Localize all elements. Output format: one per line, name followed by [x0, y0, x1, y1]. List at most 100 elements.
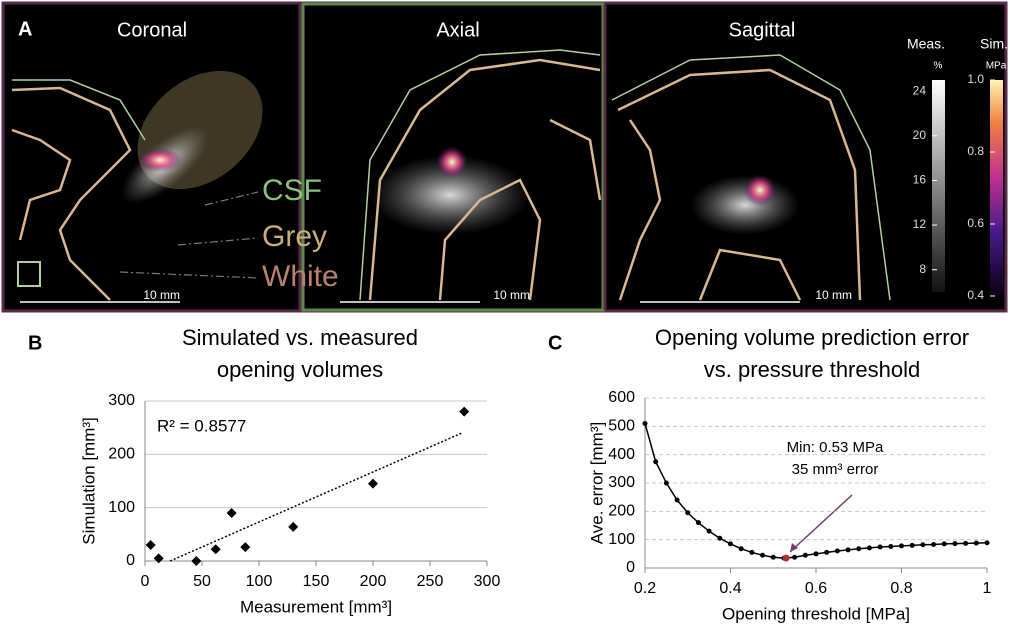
line-point: [770, 554, 776, 560]
line-point: [706, 528, 712, 534]
scale-bar-label: 10 mm: [493, 288, 530, 302]
line-point: [920, 542, 926, 548]
line-point: [856, 546, 862, 552]
line-point: [941, 541, 947, 547]
line-point: [717, 535, 723, 541]
x-tick-label: 300: [474, 573, 501, 590]
x-tick-label: 200: [360, 573, 387, 590]
scatter-point: [288, 521, 299, 532]
tissue-label: CSF: [262, 174, 322, 207]
annotation-arrow: [789, 494, 853, 553]
line-point: [834, 548, 840, 554]
line-point: [899, 543, 904, 549]
colorbar-tick-label: 12: [913, 217, 927, 231]
colorbar-tick-label: 8: [919, 262, 926, 276]
min-point: [782, 554, 790, 562]
scale-bar-label: 10 mm: [143, 288, 180, 302]
line-point: [824, 549, 830, 555]
y-tick-label: 200: [608, 503, 635, 520]
y-tick-label: 100: [608, 531, 635, 548]
x-tick-label: 150: [303, 573, 330, 590]
x-tick-label: 0.8: [890, 580, 912, 597]
line-point: [963, 540, 969, 546]
colorbar-tick-label: 16: [913, 173, 927, 187]
x-tick-label: 250: [417, 573, 444, 590]
chart-title: vs. pressure threshold: [704, 357, 920, 382]
panel-label: A: [18, 18, 32, 40]
line-point: [728, 541, 733, 547]
colorbar-unit: %: [934, 61, 943, 72]
annotation: R² = 0.8577: [157, 416, 246, 435]
line-point: [866, 545, 872, 551]
colorbar-tick-label: 0.8: [967, 144, 984, 158]
axial-image: [359, 49, 602, 301]
colorbar-unit: MPa: [986, 61, 1007, 72]
view-label: Coronal: [117, 19, 187, 41]
x-tick-label: 0: [141, 573, 150, 590]
colorbar-tick-label: 20: [913, 128, 927, 142]
colorbar-title: Meas.: [907, 36, 945, 52]
tissue-leaders: [119, 191, 259, 279]
scatter-point: [145, 540, 156, 550]
line-point: [653, 459, 659, 465]
line-point: [663, 480, 669, 486]
x-tick-label: 1: [983, 580, 992, 597]
colorbar: [932, 80, 945, 292]
x-axis-label: Measurement [mm³]: [240, 597, 392, 616]
colorbar-tick-label: 1.0: [967, 72, 984, 86]
line-point: [760, 552, 766, 558]
line-point: [952, 541, 958, 547]
scatter-point: [191, 556, 202, 566]
trendline: [169, 432, 463, 562]
line-point: [792, 554, 798, 560]
y-tick-label: 300: [108, 392, 135, 409]
line-point: [888, 543, 894, 549]
y-axis-label: Simulation [mm³]: [79, 417, 98, 545]
line-point: [685, 510, 691, 516]
scale-bar-label: 10 mm: [815, 288, 852, 302]
line-point: [674, 497, 680, 503]
chart-title: Simulated vs. measured: [182, 325, 418, 350]
x-axis-label: Opening threshold [MPa]: [722, 604, 910, 623]
y-axis-label: Ave. error [mm³]: [587, 422, 606, 544]
view-label: Axial: [436, 19, 479, 41]
scatter-point: [240, 542, 251, 553]
colorbar: [990, 80, 1003, 296]
x-tick-label: 0.4: [719, 580, 741, 597]
coronal-image: [11, 70, 263, 301]
chart-title: Opening volume prediction error: [655, 325, 969, 350]
y-tick-label: 100: [108, 499, 135, 516]
line-point: [973, 540, 979, 546]
y-tick-label: 200: [108, 446, 135, 463]
scatter-point: [368, 478, 378, 489]
line-point: [984, 540, 990, 546]
chart-title: opening volumes: [217, 357, 383, 382]
colorbar-title: Sim.: [980, 36, 1008, 52]
y-tick-label: 400: [608, 446, 635, 463]
colorbar-tick-label: 0.6: [967, 216, 984, 230]
annotation: Min: 0.53 MPa: [787, 439, 884, 456]
tissue-label: White: [262, 260, 339, 293]
y-tick-label: 600: [608, 389, 635, 406]
scatter-point: [226, 508, 237, 518]
line-point: [845, 547, 851, 553]
line-point: [749, 549, 755, 555]
tissue-label: Grey: [262, 220, 327, 253]
panel-label: C: [548, 332, 562, 354]
scatter-point: [153, 553, 164, 564]
line-point: [802, 552, 808, 558]
scatter-point: [210, 544, 221, 555]
colorbar-tick-label: 0.4: [967, 288, 984, 302]
line-point: [642, 421, 648, 426]
x-tick-label: 100: [246, 573, 273, 590]
sagittal-image: [611, 54, 891, 301]
x-tick-label: 0.6: [805, 580, 827, 597]
annotation-arrowhead: [790, 543, 798, 552]
line-point: [813, 551, 819, 557]
panel-label: B: [28, 332, 42, 354]
y-tick-label: 0: [626, 559, 635, 576]
y-tick-label: 300: [608, 474, 635, 491]
line-point: [695, 520, 701, 526]
y-tick-label: 500: [608, 418, 635, 435]
